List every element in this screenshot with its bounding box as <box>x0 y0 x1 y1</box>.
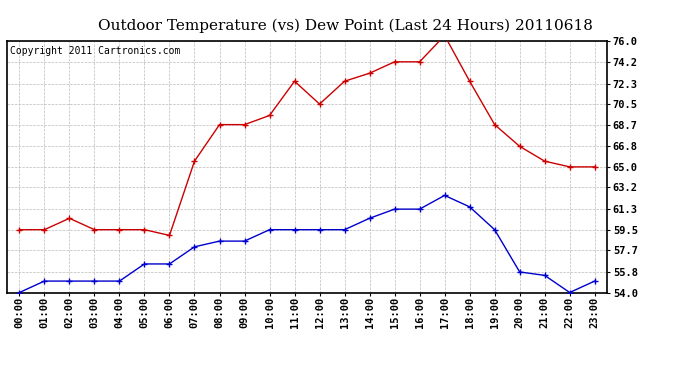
Text: Outdoor Temperature (vs) Dew Point (Last 24 Hours) 20110618: Outdoor Temperature (vs) Dew Point (Last… <box>97 19 593 33</box>
Text: Copyright 2011 Cartronics.com: Copyright 2011 Cartronics.com <box>10 46 180 56</box>
